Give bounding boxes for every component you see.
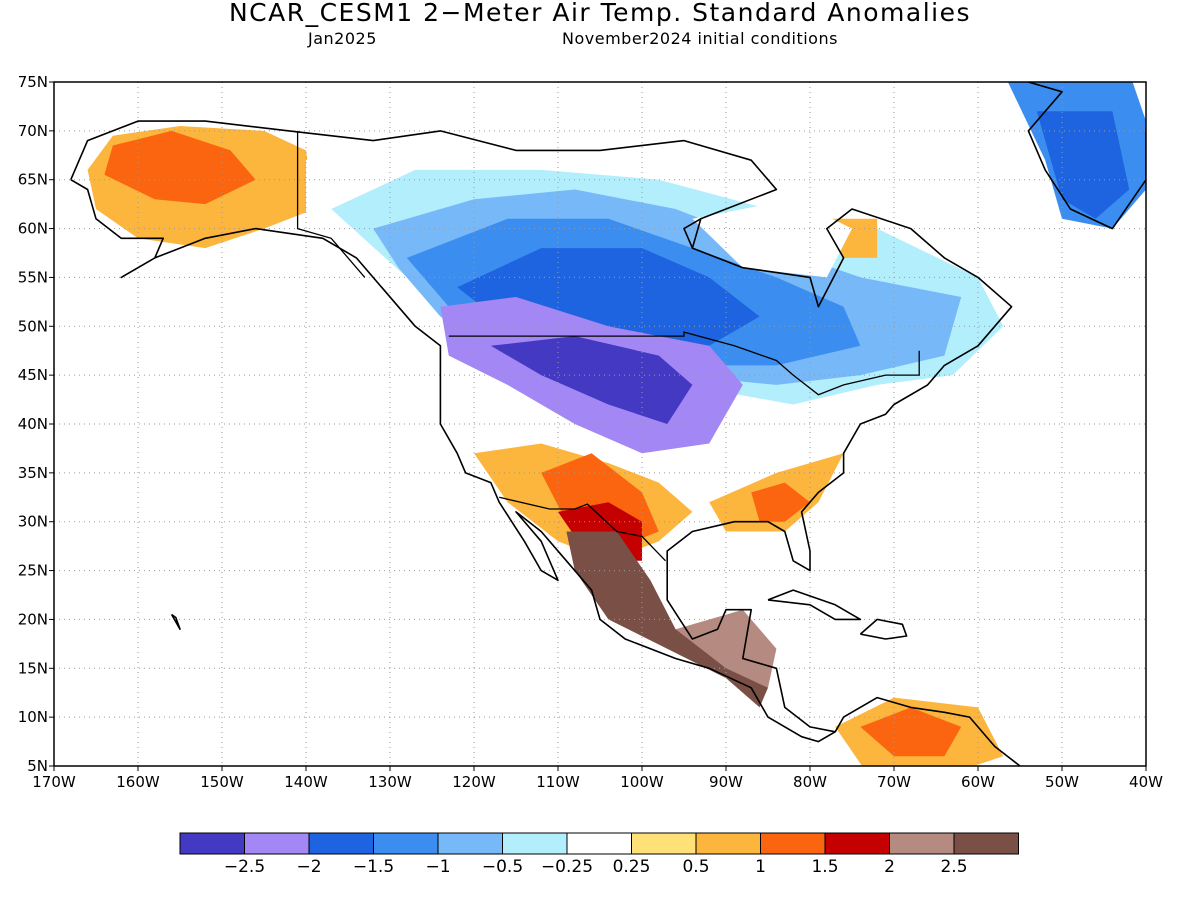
- initial-conditions-label: November2024 initial conditions: [562, 29, 838, 48]
- colorbar-label: −1.5: [353, 857, 394, 877]
- colorbar-label: 0.25: [613, 857, 651, 877]
- graticule: [54, 82, 1146, 766]
- colorbar-label: −1: [425, 857, 450, 877]
- anomaly-region-mexico-very-warm-edge: [675, 609, 777, 688]
- lat-tick-label: 10N: [18, 708, 48, 726]
- lon-tick-label: 70W: [877, 773, 911, 791]
- map-title: NCAR_CESM1 2−Meter Air Temp. Standard An…: [228, 0, 972, 27]
- lat-tick-label: 50N: [18, 317, 48, 335]
- colorbar-swatch: [437, 832, 503, 855]
- lon-tick-label: 160W: [116, 773, 160, 791]
- colorbar-swatch: [824, 832, 890, 855]
- colorbar-label: 2: [884, 857, 895, 877]
- lon-tick-label: 150W: [200, 773, 244, 791]
- colorbar-swatch: [889, 832, 955, 855]
- colorbar-swatch: [502, 832, 568, 855]
- lat-tick-label: 65N: [18, 171, 48, 189]
- colorbar-swatch: [179, 832, 245, 855]
- lon-tick-label: 40W: [1129, 773, 1163, 791]
- anomaly-shading: [87, 82, 1146, 766]
- cuba: [767, 589, 862, 621]
- lat-tick-label: 5N: [27, 757, 48, 775]
- lon-tick-label: 130W: [368, 773, 412, 791]
- colorbar-swatch: [566, 832, 632, 855]
- colorbar-label: 1: [755, 857, 766, 877]
- lat-tick-label: 30N: [18, 513, 48, 531]
- colorbar-swatch: [760, 832, 826, 855]
- color-legend: −2.5 −2 −1.5 −1 −0.5 −0.25 0.25 0.5 1 1.5 2 2.5: [179, 832, 1019, 877]
- lon-tick-label: 140W: [284, 773, 328, 791]
- colorbar-swatch: [244, 832, 310, 855]
- lon-tick-label: 120W: [452, 773, 496, 791]
- colorbar-label: −2: [296, 857, 321, 877]
- north-america-coast: [70, 120, 1013, 743]
- lat-tick-label: 70N: [18, 122, 48, 140]
- colorbar-swatch: [631, 832, 697, 855]
- alaska-canada-border: [296, 130, 366, 278]
- lon-tick-label: 110W: [536, 773, 580, 791]
- anomaly-region-southeast-strong-warm: [751, 482, 810, 522]
- anomaly-region-alaska-strong-warm: [104, 130, 256, 205]
- lon-tick-label: 50W: [1045, 773, 1079, 791]
- us-mexico-border: [499, 496, 666, 562]
- colorbar-label: 0.5: [682, 857, 709, 877]
- lat-tick-label: 15N: [18, 659, 48, 677]
- us-canada-border: [448, 331, 920, 396]
- lon-tick-label: 170W: [32, 773, 76, 791]
- lon-tick-label: 80W: [793, 773, 827, 791]
- lat-tick-label: 25N: [18, 562, 48, 580]
- anomaly-region-mexico-record-warm: [566, 531, 768, 708]
- anomaly-region-hudson-near-normal: [692, 199, 852, 278]
- colorbar-label: −0.5: [482, 857, 523, 877]
- hudson-bay-west-shore: [683, 218, 702, 249]
- colorbar-swatch: [308, 832, 374, 855]
- greenland-coast: [1025, 82, 1146, 230]
- hispaniola: [859, 618, 908, 640]
- lat-tick-label: 60N: [18, 220, 48, 238]
- lon-tick-label: 90W: [709, 773, 743, 791]
- colorbar-label: 1.5: [811, 857, 838, 877]
- south-america-coast: [834, 696, 1021, 766]
- colorbar-swatch: [953, 832, 1019, 855]
- lat-tick-label: 35N: [18, 464, 48, 482]
- valid-month-label: Jan2025: [308, 29, 377, 48]
- lon-tick-label: 100W: [620, 773, 664, 791]
- colorbar-label: −2.5: [224, 857, 265, 877]
- lon-tick-label: 60W: [961, 773, 995, 791]
- colorbar-label: 2.5: [940, 857, 967, 877]
- lat-tick-label: 40N: [18, 415, 48, 433]
- colorbar-swatch: [373, 832, 439, 855]
- lat-tick-label: 45N: [18, 366, 48, 384]
- lat-tick-label: 55N: [18, 268, 48, 286]
- coastlines-and-borders: [70, 82, 1146, 766]
- colorbar-swatch: [695, 832, 761, 855]
- axis-ticks: 75N 70N 65N 60N 55N 50N 45N 40N 35N 30N 25N 20N 15N 1…: [18, 73, 1163, 791]
- hawaii: [170, 613, 181, 631]
- lat-tick-label: 20N: [18, 610, 48, 628]
- colorbar-label: −0.25: [541, 857, 593, 877]
- lat-tick-label: 75N: [18, 73, 48, 91]
- anomaly-region-south-america-strong-warm: [860, 707, 962, 757]
